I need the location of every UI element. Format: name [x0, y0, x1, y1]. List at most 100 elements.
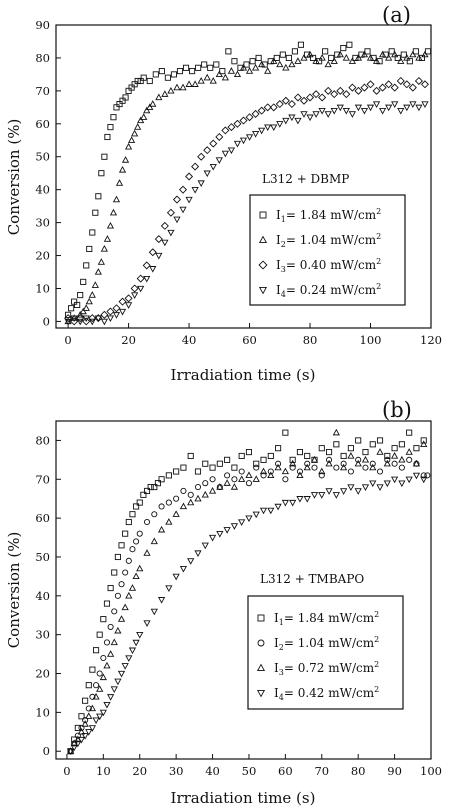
- series-1-point: [340, 452, 347, 460]
- series-3-point: [263, 103, 272, 112]
- series-3-point: [227, 123, 236, 132]
- series-3-point: [148, 248, 157, 257]
- series-2-point: [140, 113, 148, 120]
- series-2-point: [209, 77, 217, 84]
- series-1-point: [118, 542, 125, 549]
- series-3-point: [414, 76, 423, 86]
- series-1-point: [92, 209, 99, 216]
- series-2-point: [100, 654, 107, 662]
- series-2-point: [136, 530, 143, 537]
- series-3-point: [360, 83, 369, 92]
- series-4-point: [310, 492, 319, 499]
- series-1-point: [424, 48, 432, 55]
- series-2-point: [384, 456, 391, 463]
- series-2-point: [215, 70, 223, 78]
- series-2-point: [239, 63, 248, 71]
- series-1-point: [74, 724, 81, 731]
- series-3-point: [238, 475, 246, 482]
- series-4-point: [405, 476, 413, 484]
- legend-superscript: 2: [376, 282, 381, 291]
- series-1-point: [136, 499, 143, 506]
- series-3-point: [165, 518, 173, 525]
- series-1-point: [114, 553, 121, 561]
- series-3-point: [209, 139, 218, 148]
- series-4-point: [361, 484, 370, 491]
- series-4-point: [267, 507, 275, 515]
- series-1-point: [318, 445, 325, 452]
- series-3-point: [405, 448, 413, 455]
- panel-a-legend-box: [249, 194, 406, 306]
- series-4-point: [251, 131, 260, 138]
- series-1-point: [291, 48, 298, 55]
- series-3-point: [172, 195, 181, 204]
- series-3-point: [100, 310, 109, 319]
- series-1-point: [107, 585, 114, 592]
- series-3-point: [157, 525, 166, 533]
- x-tick-label: 40: [205, 764, 220, 778]
- series-1-point: [216, 460, 223, 467]
- series-2-point: [179, 83, 187, 91]
- series-2-point: [288, 60, 296, 68]
- series-3-point: [92, 692, 100, 700]
- series-1-point: [355, 437, 362, 444]
- series-3-point: [318, 467, 326, 475]
- series-4-point: [347, 484, 355, 491]
- series-2-point: [369, 460, 376, 467]
- series-4-point: [117, 670, 126, 678]
- series-3-point: [384, 80, 393, 89]
- series-1-point: [213, 61, 220, 68]
- series-2-point: [340, 460, 347, 467]
- series-4-point: [165, 585, 173, 592]
- series-1-point: [96, 631, 103, 638]
- series-2-point: [221, 73, 229, 81]
- series-2-point: [385, 54, 393, 61]
- series-2-point: [100, 245, 109, 252]
- series-3-point: [420, 440, 428, 447]
- series-3-point: [154, 235, 163, 244]
- series-2-point: [347, 468, 354, 475]
- series-1-point: [194, 468, 202, 475]
- series-4-point: [96, 713, 104, 721]
- series-4-point: [124, 302, 133, 309]
- series-3-point: [125, 591, 133, 599]
- legend-subscript: 2: [279, 643, 284, 652]
- y-tick-label: 70: [35, 472, 50, 486]
- series-2-point: [161, 90, 169, 97]
- series-3-point: [378, 83, 387, 92]
- series-4-point: [149, 266, 157, 273]
- series-2-point: [85, 705, 92, 712]
- legend-superscript: 2: [376, 257, 381, 266]
- series-3-point: [85, 712, 93, 719]
- series-4-point: [336, 104, 344, 112]
- panel-b-data-points: [66, 428, 431, 756]
- series-4-point: [92, 717, 100, 725]
- series-3-point: [185, 172, 194, 181]
- series-2-point: [333, 464, 340, 471]
- series-1-point: [412, 48, 419, 55]
- series-2-point: [78, 724, 85, 731]
- series-1-point: [176, 68, 184, 75]
- series-4-point: [82, 315, 90, 323]
- series-3-point: [88, 314, 97, 323]
- series-4-point: [274, 503, 282, 511]
- series-4-point: [118, 308, 127, 316]
- series-1-point: [406, 58, 413, 65]
- series-1-point: [89, 229, 96, 236]
- series-1-point: [224, 456, 231, 463]
- series-1-point: [101, 153, 108, 160]
- y-tick-label: 60: [35, 511, 50, 525]
- series-3-point: [76, 314, 85, 323]
- series-4-point: [258, 127, 266, 135]
- series-2-point: [91, 281, 99, 288]
- legend-superscript: 2: [374, 610, 379, 619]
- series-4-point: [132, 639, 140, 647]
- series-3-point: [187, 498, 195, 506]
- series-1-point: [86, 245, 93, 253]
- series-1-point: [201, 61, 208, 68]
- y-tick-label: 40: [35, 589, 50, 603]
- series-2-point: [424, 472, 431, 479]
- series-2-point: [173, 83, 181, 91]
- series-2-point: [134, 123, 142, 130]
- series-2-point: [282, 63, 290, 71]
- series-3-point: [239, 116, 248, 125]
